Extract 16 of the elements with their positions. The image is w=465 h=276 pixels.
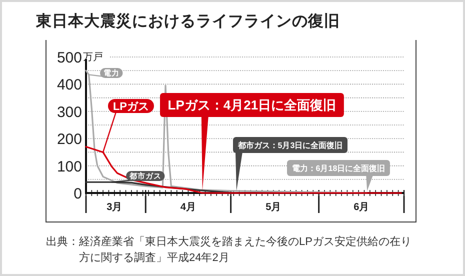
y-tick-label: 500 <box>56 50 82 66</box>
y-tick-label: 200 <box>56 131 82 148</box>
y-tick-label: 100 <box>56 158 82 176</box>
x-tick-label: 5月 <box>266 202 282 213</box>
y-axis-title: 万戸 <box>83 52 103 63</box>
chart-title: 東日本大震災におけるライフラインの復旧 <box>35 12 340 30</box>
x-tick-label: 4月 <box>180 202 196 213</box>
annotation: 電力：6月18日に全面復旧 <box>292 164 386 173</box>
callout-series: LPガス <box>102 99 154 152</box>
annotation: LPガス：4月21日に全面復旧 <box>168 98 336 113</box>
annotation: 都市ガス：5月3日に全面復旧 <box>236 140 343 150</box>
y-tick-label: 400 <box>56 76 82 94</box>
y-tick-label: 0 <box>74 186 82 202</box>
x-tick-label: 6月 <box>354 202 370 213</box>
x-tick-label: 3月 <box>106 202 122 213</box>
y-tick-label: 300 <box>56 104 82 121</box>
